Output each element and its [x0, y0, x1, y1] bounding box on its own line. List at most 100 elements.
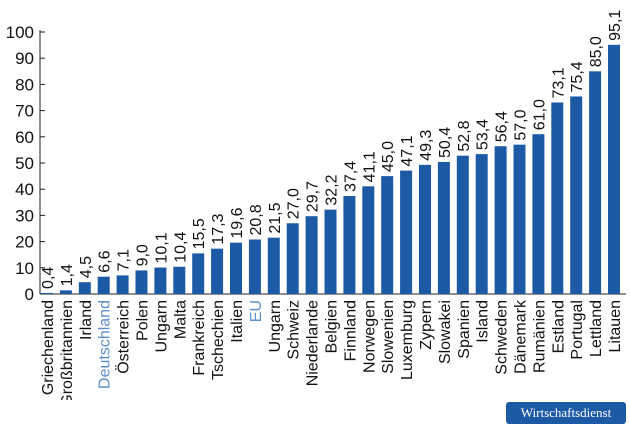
category-label: Estland [550, 300, 567, 353]
category-label: EU [248, 300, 265, 322]
bar [248, 239, 261, 294]
category-label: Frankreich [191, 300, 208, 376]
value-label: 50,4 [437, 127, 454, 158]
bar [608, 44, 620, 295]
bar [173, 266, 186, 294]
bar [78, 282, 91, 294]
category-label: Belgien [324, 300, 341, 353]
category-labels: Griechenland Großbritannien Irland Deutschl… [40, 299, 624, 400]
category-label: Finnland [342, 300, 359, 361]
bar [589, 71, 602, 294]
category-label: Luxemburg [399, 300, 416, 380]
bar [135, 270, 148, 294]
category-label: Island [475, 300, 492, 343]
value-label: 29,7 [305, 181, 322, 212]
category-label: Ungarn [267, 300, 284, 352]
value-label: 47,1 [399, 135, 416, 166]
y-tick-label: 40 [15, 180, 34, 199]
category-label: Schweiz [286, 300, 303, 360]
bar [267, 237, 280, 294]
y-tick-label: 80 [15, 75, 34, 94]
category-label: Niederlande [305, 300, 322, 386]
category-label: Norwegen [361, 300, 378, 373]
value-label: 56,4 [494, 111, 511, 142]
value-label: 10,1 [153, 232, 170, 263]
category-label: Lettland [588, 300, 605, 357]
value-label: 20,8 [248, 204, 265, 235]
category-label: Portugal [569, 300, 586, 360]
bar [551, 102, 564, 294]
bar [400, 170, 413, 294]
bar [513, 144, 526, 294]
bar-chart: 0 10 20 30 40 50 60 70 80 90 100 0,4 1,4 4,5 6,6 7,1 9,… [6, 10, 626, 400]
brand-badge: Wirtschaftsdienst [506, 402, 626, 424]
value-label: 73,1 [550, 67, 567, 98]
value-label: 85,0 [588, 36, 605, 67]
value-label: 49,3 [418, 130, 435, 161]
y-axis: 0 10 20 30 40 50 60 70 80 90 100 [6, 23, 626, 304]
value-label: 53,4 [475, 119, 492, 150]
value-label: 19,6 [229, 207, 246, 238]
bar [305, 216, 318, 294]
category-label: Slowenien [380, 300, 397, 374]
value-label: 45,0 [380, 141, 397, 172]
bar [419, 164, 431, 294]
value-label: 7,1 [116, 249, 133, 271]
y-tick-label: 0 [25, 285, 34, 304]
category-label: Griechenland [40, 300, 57, 395]
y-tick-label: 70 [15, 102, 34, 121]
bar [97, 276, 110, 294]
value-label: 95,1 [607, 10, 624, 41]
y-tick-label: 10 [15, 259, 34, 278]
bar [211, 248, 224, 294]
value-label: 6,6 [97, 250, 114, 272]
category-label: Tschechien [210, 300, 227, 380]
bar [456, 155, 469, 294]
bar [494, 146, 507, 294]
bars [41, 44, 620, 295]
category-label: Österreich [115, 300, 133, 374]
value-label: 27,0 [286, 188, 303, 219]
y-tick-label: 100 [6, 23, 34, 42]
category-label: Irland [78, 300, 95, 340]
category-label: Malta [172, 300, 189, 339]
bar [437, 161, 450, 294]
category-label: Spanien [456, 300, 473, 359]
category-label: Slowakei [437, 300, 454, 364]
category-label: Großbritannien [59, 300, 76, 400]
category-label: Ungarn [153, 300, 170, 352]
value-label: 9,0 [135, 244, 152, 266]
bar [532, 134, 545, 294]
bar [324, 209, 337, 294]
category-label: Rumänien [531, 300, 548, 373]
value-label: 57,0 [513, 109, 530, 140]
value-label: 17,3 [210, 213, 227, 244]
y-tick-label: 30 [15, 206, 34, 225]
bar [343, 196, 356, 294]
y-tick-label: 50 [15, 154, 34, 173]
bar [41, 292, 53, 294]
category-label: Schweden [494, 300, 511, 375]
bar [230, 242, 242, 294]
value-labels: 0,4 1,4 4,5 6,6 7,1 9,0 10,1 10,4 15,5 17,3 19,6 20… [40, 10, 624, 289]
category-label: Italien [229, 300, 246, 343]
category-label: Zypern [418, 300, 435, 350]
bar [381, 176, 394, 294]
value-label: 15,5 [191, 218, 208, 249]
category-label: Litauen [607, 300, 624, 353]
bar [475, 154, 488, 294]
value-label: 21,5 [267, 202, 284, 233]
category-label: Polen [135, 300, 152, 341]
y-tick-label: 60 [15, 128, 34, 147]
category-label: Dänemark [513, 299, 530, 374]
bar [286, 223, 299, 294]
value-label: 0,4 [40, 267, 57, 289]
value-label: 41,1 [361, 151, 378, 182]
category-label: Deutschland [97, 300, 114, 389]
value-label: 10,4 [172, 232, 189, 263]
bar [570, 96, 583, 295]
value-label: 37,4 [342, 161, 359, 192]
bar [192, 253, 205, 294]
bar [362, 186, 375, 294]
bar [116, 275, 129, 294]
